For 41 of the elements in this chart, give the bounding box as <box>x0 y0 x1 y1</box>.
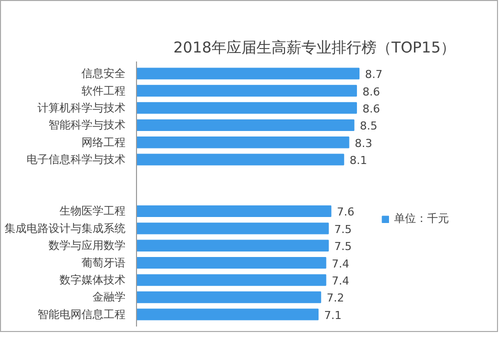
y-tick-label: 数字媒体技术 <box>60 274 126 287</box>
y-tick-label: 智能电网信息工程 <box>38 308 126 321</box>
bar <box>136 102 357 114</box>
data-label: 7.4 <box>332 257 350 270</box>
bar <box>136 205 332 218</box>
data-label: 7.5 <box>334 240 352 254</box>
chart-title: 2018年应届生高薪专业排行榜（TOP15） <box>173 38 456 56</box>
data-label: 7.1 <box>324 308 342 322</box>
y-tick-label: 信息安全 <box>82 67 126 80</box>
bar <box>136 136 350 148</box>
y-tick-label: 数学与应用数学 <box>48 239 126 252</box>
bar <box>136 119 354 132</box>
y-tick-label: 软件工程 <box>82 84 126 98</box>
y-tick-label: 葡萄牙语 <box>82 256 126 270</box>
legend-label: 单位：千元 <box>394 211 449 226</box>
bar <box>136 308 319 320</box>
bar <box>136 68 360 80</box>
data-label: 7.5 <box>334 222 352 236</box>
data-label: 8.3 <box>354 136 372 150</box>
y-tick-label: 计算机科学与技术 <box>38 101 126 114</box>
y-tick-label: 集成电路设计与集成系统 <box>4 222 126 235</box>
bar <box>136 291 322 304</box>
data-label: 8.6 <box>362 85 380 98</box>
data-label: 7.2 <box>326 292 344 305</box>
y-tick-label: 生物医学工程 <box>60 204 126 218</box>
data-label: 7.6 <box>336 206 354 219</box>
data-label: 7.4 <box>332 274 350 288</box>
bar <box>136 274 326 286</box>
y-tick-label: 智能科学与技术 <box>48 118 126 132</box>
bar <box>136 154 344 166</box>
data-label: 8.7 <box>365 68 382 82</box>
bar <box>136 84 357 97</box>
data-label: 8.5 <box>360 120 378 133</box>
y-tick-label: 金融学 <box>92 290 126 304</box>
bar <box>136 256 326 269</box>
y-tick-label: 电子信息科学与技术 <box>26 153 126 166</box>
data-label: 8.1 <box>350 154 368 168</box>
data-label: 8.6 <box>362 102 380 116</box>
bar <box>136 240 329 252</box>
bar <box>136 222 329 234</box>
y-tick-label: 网络工程 <box>82 136 126 149</box>
